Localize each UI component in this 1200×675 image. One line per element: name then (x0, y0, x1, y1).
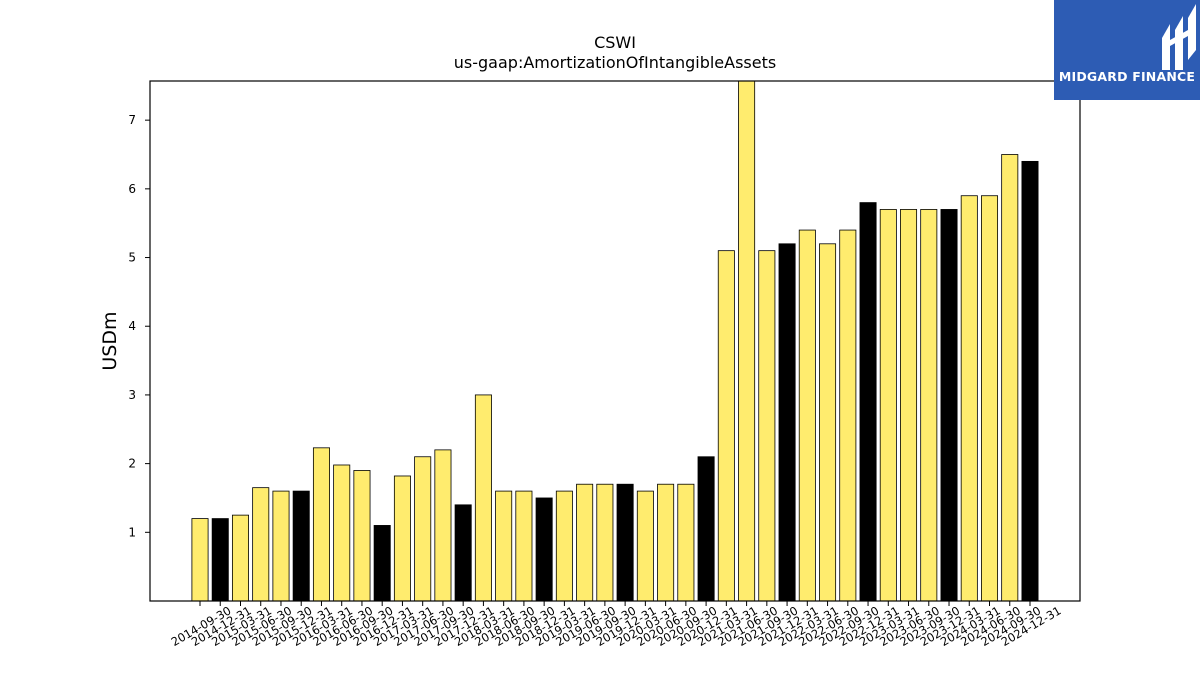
bar-2021-06-30 (738, 80, 756, 602)
y-tick-label: 7 (128, 113, 136, 127)
bar-2015-03-31 (231, 514, 249, 602)
bar-2014-09-30 (191, 518, 209, 602)
bar-2019-09-30 (596, 483, 614, 602)
y-tick-label: 5 (128, 251, 136, 265)
bar-2020-06-30 (657, 483, 675, 602)
y-tick-label: 6 (128, 182, 136, 196)
bar-2022-03-31 (798, 229, 816, 602)
bar-2014-12-31 (211, 518, 229, 602)
bar-2023-09-30 (920, 209, 938, 602)
y-tick-label: 1 (128, 525, 136, 539)
bar-2024-09-30 (1001, 154, 1019, 602)
bar-2016-03-31 (312, 447, 330, 602)
bar-2017-12-31 (454, 504, 472, 602)
bar-2024-12-31 (1021, 160, 1039, 602)
y-axis-label: USDm (99, 311, 121, 370)
bar-2024-06-30 (981, 195, 999, 602)
bar-2018-12-31 (535, 497, 553, 602)
bar-2020-09-30 (677, 483, 695, 602)
bar-2018-03-31 (474, 394, 492, 602)
bar-2022-12-31 (859, 202, 877, 602)
bar-2019-03-31 (555, 490, 573, 602)
bar-2016-06-30 (333, 464, 351, 602)
bar-2018-09-30 (515, 490, 533, 602)
bar-2017-09-30 (434, 449, 452, 602)
bar-2022-09-30 (839, 229, 857, 602)
logo-text: MIDGARD FINANCE (1058, 69, 1196, 84)
bar-2021-03-31 (717, 250, 735, 602)
chart-title: CSWI (594, 33, 636, 52)
bars-group (191, 80, 1039, 602)
midgard-logo-icon (1162, 4, 1196, 70)
bar-2016-09-30 (353, 470, 371, 602)
x-axis-ticks: 2014-09-302014-12-312015-03-312015-06-30… (169, 601, 1064, 649)
y-axis-ticks: 1 2 3 4 5 6 7 (128, 113, 150, 539)
bar-2017-03-31 (393, 475, 411, 602)
bar-2021-12-31 (778, 243, 796, 602)
bar-2023-12-31 (940, 209, 958, 602)
bar-2023-06-30 (900, 209, 918, 602)
bar-2015-12-31 (292, 490, 310, 602)
plot-frame (149, 80, 1081, 602)
bar-2016-12-31 (373, 525, 391, 602)
bar-2019-06-30 (576, 483, 594, 602)
bar-2017-06-30 (414, 456, 432, 602)
bar-2015-06-30 (252, 487, 270, 602)
bar-2020-03-31 (636, 490, 654, 602)
brand-logo: MIDGARD FINANCE (1054, 0, 1200, 100)
y-tick-label: 2 (128, 457, 136, 471)
bar-2018-06-30 (495, 490, 513, 602)
bar-2020-12-31 (697, 456, 715, 602)
chart-subtitle: us-gaap:AmortizationOfIntangibleAssets (454, 53, 776, 72)
bar-2021-09-30 (758, 250, 776, 602)
y-tick-label: 4 (128, 319, 136, 333)
bar-2022-06-30 (819, 243, 837, 602)
bar-2024-03-31 (960, 195, 978, 602)
y-tick-label: 3 (128, 388, 136, 402)
bar-2023-03-31 (879, 209, 897, 602)
bar-2015-09-30 (272, 490, 290, 602)
bar-2019-12-31 (616, 483, 634, 602)
